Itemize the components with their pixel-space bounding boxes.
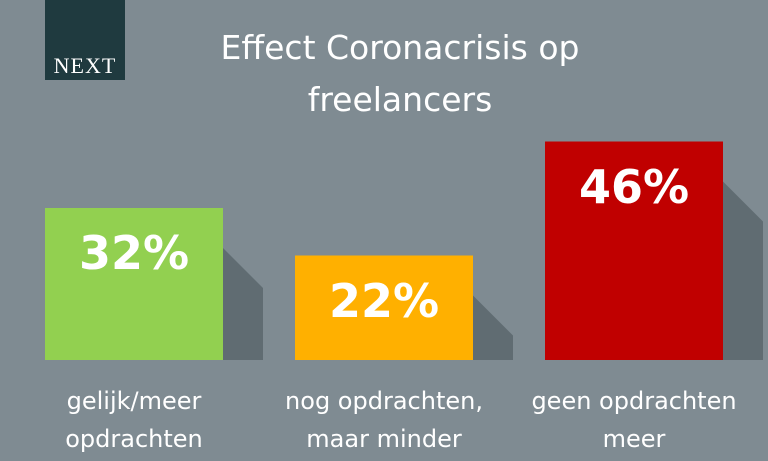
x-tick-label: geen opdrachten meer — [531, 387, 737, 453]
bar-shadow — [473, 295, 513, 360]
bar-shadow — [723, 181, 763, 360]
bar — [295, 255, 473, 360]
bar-shadow — [223, 248, 263, 360]
chart-title: Effect Coronacrisis op freelancers — [220, 28, 580, 119]
bar — [45, 208, 223, 360]
x-tick-label: gelijk/meer opdrachten — [65, 387, 203, 453]
x-tick-label: nog opdrachten, maar minder — [285, 387, 483, 453]
value-label: 22% — [328, 273, 440, 328]
bar — [545, 141, 723, 360]
value-label: 46% — [578, 159, 690, 214]
logo: NEXT — [45, 0, 125, 80]
value-label: 32% — [78, 226, 190, 280]
